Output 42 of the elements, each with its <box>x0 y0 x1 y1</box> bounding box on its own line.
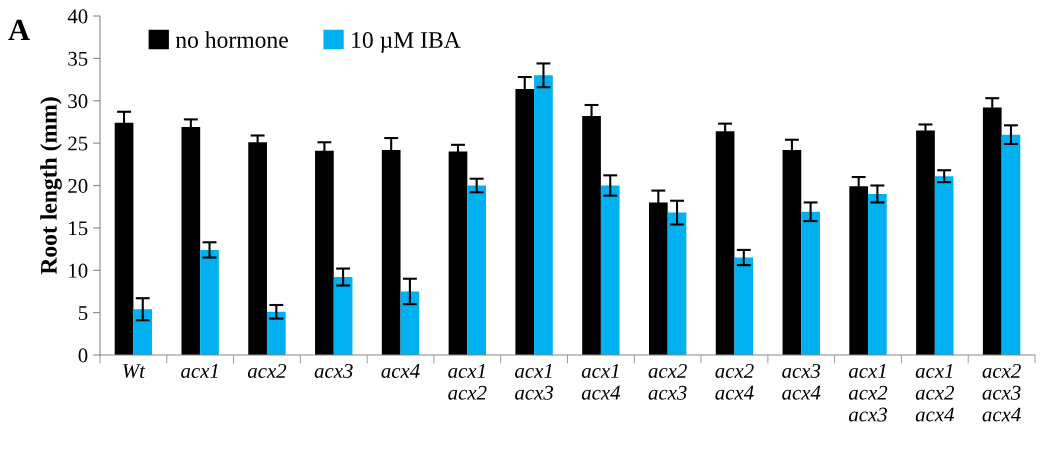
x-tick-label: Wt <box>123 364 146 379</box>
bar <box>266 311 286 355</box>
bar <box>400 291 420 355</box>
y-tick-label: 10 <box>69 263 88 278</box>
y-tick-label: 35 <box>68 51 88 66</box>
y-tick-label: 5 <box>78 306 88 321</box>
y-tick-label: 40 <box>67 9 88 24</box>
y-tick-label: 25 <box>68 136 88 151</box>
bar <box>133 309 153 355</box>
bar <box>600 185 620 355</box>
x-tick-label: acx1 acx3 <box>515 364 554 400</box>
y-tick-label: 15 <box>69 221 88 236</box>
legend-label: no hormone <box>175 31 288 48</box>
bar <box>667 212 687 355</box>
bar <box>868 193 887 355</box>
x-tick-label: acx2 acx3 acx4 <box>982 363 1021 422</box>
x-tick-label: acx1 acx4 <box>581 364 621 400</box>
bar <box>1001 134 1021 355</box>
y-tick-label: 30 <box>68 94 88 109</box>
y-axis-title: Root length (mm) <box>40 97 62 275</box>
x-tick-label: acx1 <box>181 364 218 378</box>
x-tick-label: acx1 acx2 acx3 <box>848 364 888 422</box>
bar <box>801 211 820 355</box>
text: A <box>8 19 30 40</box>
x-tick-label: acx3 acx4 <box>782 363 821 400</box>
bar <box>333 277 353 355</box>
x-tick-label: acx1 acx2 <box>448 364 487 400</box>
y-tick-label: 20 <box>68 178 88 193</box>
y-tick-label: 0 <box>78 348 88 363</box>
x-tick-label: acx3 <box>314 363 353 378</box>
bar <box>467 185 487 355</box>
legend-label: 10 µM IBA <box>352 32 461 53</box>
x-tick-label: acx2 <box>247 363 287 378</box>
x-tick-label: acx4 <box>381 364 420 378</box>
bar <box>534 75 553 355</box>
x-tick-label: acx2 acx3 <box>648 363 687 400</box>
x-tick-label: acx1 acx2 acx4 <box>915 364 955 422</box>
bar <box>934 176 954 355</box>
x-tick-label: acx2 acx4 <box>715 363 754 400</box>
bar <box>734 257 754 355</box>
bar <box>200 249 219 355</box>
bar <box>916 130 935 355</box>
